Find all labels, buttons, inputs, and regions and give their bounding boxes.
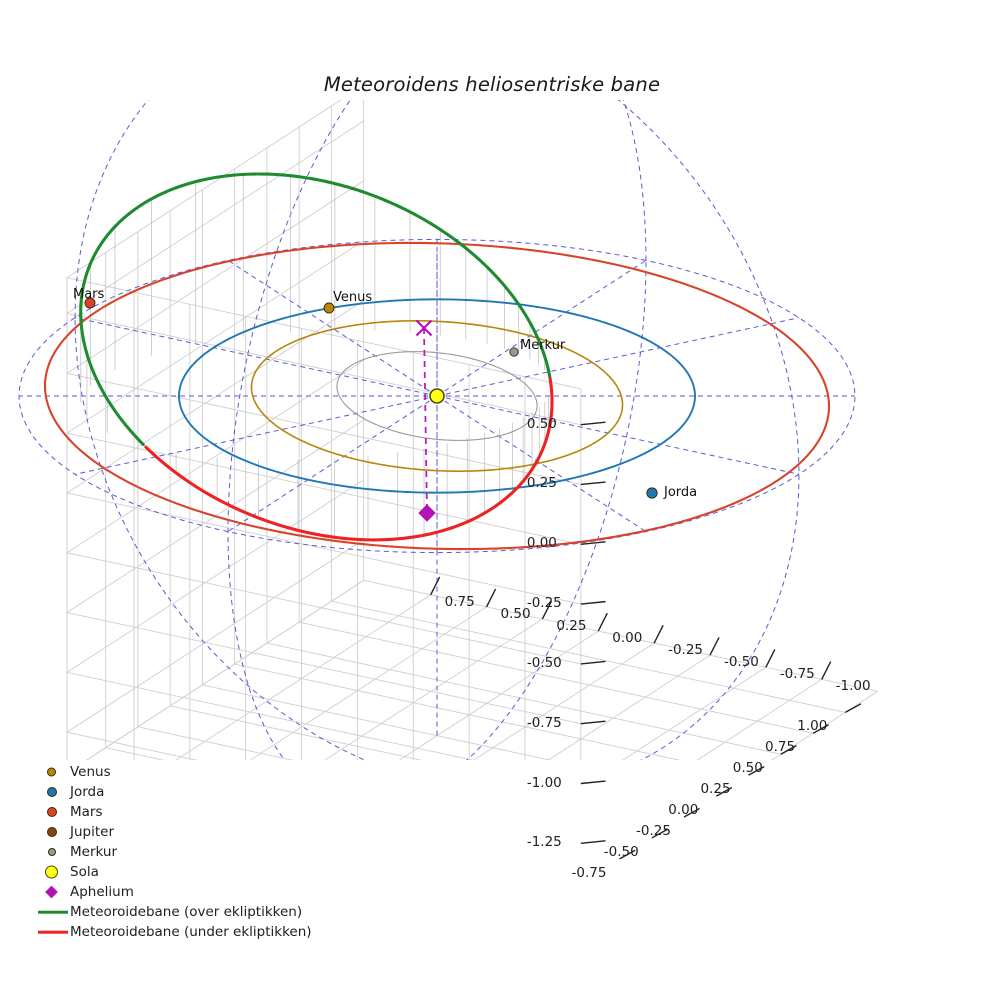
plot-legend: Venus Jorda Mars Jupiter Merkur Sola Aphelium M…	[36, 762, 336, 942]
legend-item-label: Merkur	[70, 844, 118, 860]
legend-item[interactable]: Meteoroidebane (over ekliptikken)	[36, 902, 336, 922]
x-axis-tick-label: -0.25	[636, 823, 671, 839]
circle-marker	[36, 842, 70, 862]
legend-item-label: Sola	[70, 864, 99, 880]
z-axis-tick-label: 0.00	[526, 535, 557, 552]
merkur-label: Merkur	[520, 338, 566, 353]
legend-item-label: Meteoroidebane (under ekliptikken)	[70, 924, 312, 940]
legend-item[interactable]: Jorda	[36, 782, 336, 802]
y-axis-tick-label: -0.25	[668, 642, 704, 659]
y-axis-tick-label: -0.50	[723, 654, 759, 671]
y-axis-tick-label: 0.50	[500, 605, 531, 622]
y-axis-tick-label: -1.00	[835, 678, 871, 695]
legend-item[interactable]: Sola	[36, 862, 336, 882]
x-axis-tick-label: 0.25	[700, 781, 731, 798]
venus-label: Venus	[333, 290, 373, 305]
x-axis-tick-label: 0.75	[765, 739, 796, 756]
body-markers	[84, 297, 862, 860]
x-axis-tick-label: 1.00	[797, 718, 828, 735]
axes-grid-lines	[66, 100, 878, 760]
z-axis-tick-label: -0.25	[526, 595, 562, 612]
z-axis-tick-label: -0.75	[526, 714, 562, 731]
circle-marker	[36, 802, 70, 822]
jorda-label: Jorda	[664, 485, 698, 500]
z-axis-tick-label: 0.25	[526, 475, 557, 492]
legend-item[interactable]: Mars	[36, 802, 336, 822]
meteoroid-orbit-path	[79, 172, 554, 542]
circle-marker	[36, 822, 70, 842]
circle-marker	[36, 782, 70, 802]
x-axis-tick-label: -0.75	[571, 864, 607, 881]
circle-marker	[36, 862, 70, 882]
diamond-marker	[36, 882, 70, 902]
page-title: Meteoroidens heliosentriske bane	[323, 73, 661, 96]
mars-label: Mars	[73, 287, 105, 302]
legend-item[interactable]: Aphelium	[36, 882, 336, 902]
z-axis-tick-label: 0.50	[526, 415, 557, 432]
z-axis-tick-label: -0.50	[526, 654, 562, 671]
legend-item[interactable]: Merkur	[36, 842, 336, 862]
x-axis-tick-label: 0.00	[668, 802, 699, 819]
y-axis-tick-label: -0.75	[779, 666, 815, 683]
legend-item-label: Jorda	[70, 784, 105, 800]
line-marker	[36, 902, 70, 922]
projection-stem-lines	[80, 174, 553, 540]
legend-item[interactable]: Jupiter	[36, 822, 336, 842]
legend-item[interactable]: Venus	[36, 762, 336, 782]
line-marker	[36, 922, 70, 942]
legend-item-label: Aphelium	[70, 884, 134, 900]
z-axis-tick-label: -1.00	[526, 774, 562, 791]
legend-item-label: Mars	[70, 804, 103, 820]
legend-item-label: Venus	[70, 764, 111, 780]
z-axis-tick-label: -1.25	[526, 834, 562, 851]
y-axis-tick-label: 0.00	[612, 630, 643, 647]
circle-marker	[36, 762, 70, 782]
planet-orbit-paths	[43, 241, 831, 551]
legend-item-label: Meteoroidebane (over ekliptikken)	[70, 904, 303, 920]
y-axis-tick-label: 0.25	[556, 617, 587, 634]
legend-item[interactable]: Meteoroidebane (under ekliptikken)	[36, 922, 336, 942]
legend-item-label: Jupiter	[70, 824, 115, 840]
x-axis-tick-label: -0.50	[603, 843, 639, 860]
x-axis-tick-label: 0.50	[732, 760, 763, 777]
reference-dashed-lines	[18, 100, 856, 760]
y-axis-tick-label: 0.75	[444, 593, 475, 610]
